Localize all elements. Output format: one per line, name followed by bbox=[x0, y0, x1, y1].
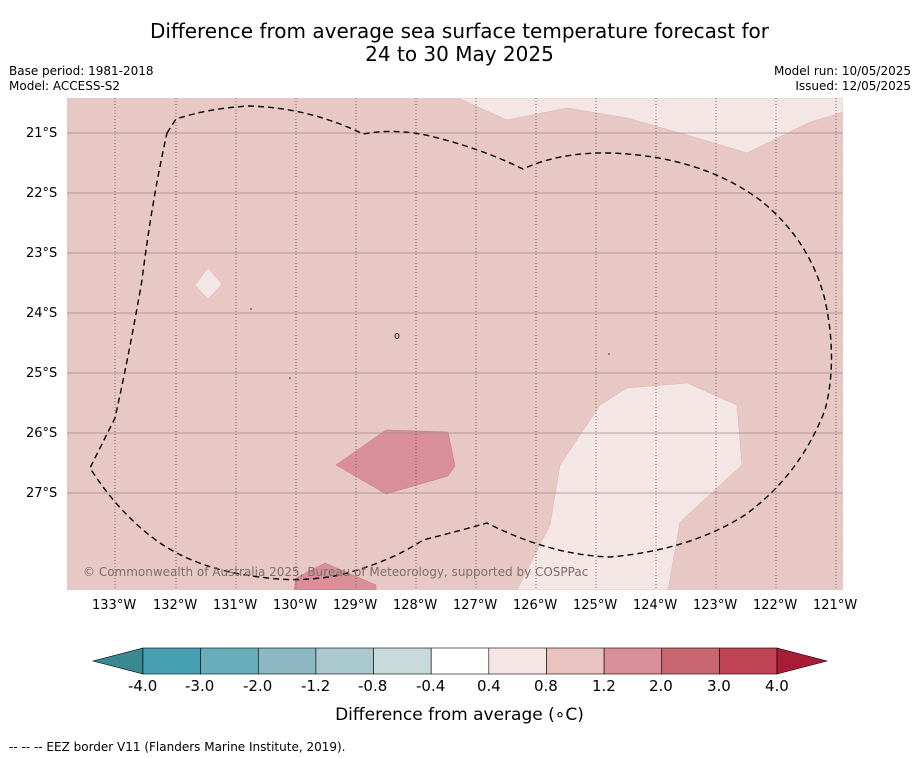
colorbar-segment bbox=[315, 647, 374, 675]
colorbar-tick-label: -0.8 bbox=[358, 677, 388, 695]
anomaly-region-light-bottom bbox=[516, 382, 743, 590]
colorbar-title: Difference from average (∘C) bbox=[335, 705, 584, 725]
colorbar-segment bbox=[488, 647, 547, 675]
colorbar-segment bbox=[719, 647, 778, 675]
lat-label: 21°S bbox=[26, 126, 58, 141]
colorbar-tick-label: -2.0 bbox=[243, 677, 273, 695]
colorbar bbox=[91, 647, 829, 675]
lon-label: 131°W bbox=[213, 598, 258, 613]
island-marker bbox=[250, 308, 252, 310]
lon-label: 122°W bbox=[753, 598, 798, 613]
lon-label: 125°W bbox=[573, 598, 618, 613]
lon-label: 121°W bbox=[813, 598, 858, 613]
lon-label: 126°W bbox=[513, 598, 558, 613]
map-background bbox=[67, 98, 843, 590]
colorbar-tick-label: 1.2 bbox=[592, 677, 616, 695]
anomaly-region-warm bbox=[335, 429, 456, 495]
lat-label: 24°S bbox=[26, 306, 58, 321]
island-marker bbox=[289, 377, 291, 379]
colorbar-segment bbox=[603, 647, 663, 675]
model-text: Model: ACCESS-S2 bbox=[9, 79, 121, 93]
colorbar-segment bbox=[661, 647, 720, 675]
lon-label: 127°W bbox=[453, 598, 498, 613]
issued-text: Issued: 12/05/2025 bbox=[795, 79, 911, 93]
lat-label: 22°S bbox=[26, 186, 58, 201]
colorbar-segment bbox=[373, 647, 432, 675]
map-title-line2: 24 to 30 May 2025 bbox=[365, 42, 554, 66]
lat-label: 27°S bbox=[26, 486, 58, 501]
anomaly-region-light-small bbox=[194, 267, 223, 300]
colorbar-arrow-high bbox=[776, 647, 829, 675]
lon-label: 129°W bbox=[333, 598, 378, 613]
colorbar-tick-label: 2.0 bbox=[649, 677, 673, 695]
colorbar-segment bbox=[257, 647, 317, 675]
colorbar-tick-label: 3.0 bbox=[707, 677, 731, 695]
colorbar-segment bbox=[142, 647, 201, 675]
lon-label: 132°W bbox=[153, 598, 198, 613]
colorbar-tick-label: 4.0 bbox=[765, 677, 789, 695]
lon-label: 128°W bbox=[393, 598, 438, 613]
lon-label: 124°W bbox=[633, 598, 678, 613]
eez-legend: -- -- -- EEZ border V11 (Flanders Marine… bbox=[9, 740, 346, 754]
longitude-gridlines bbox=[114, 98, 837, 590]
island-marker bbox=[394, 333, 400, 339]
colorbar-arrow-low bbox=[91, 647, 144, 675]
copyright-notice: © Commonwealth of Australia 2025, Bureau… bbox=[83, 565, 589, 579]
island-marker bbox=[608, 353, 610, 355]
lon-label: 133°W bbox=[92, 598, 137, 613]
colorbar-segment bbox=[200, 647, 259, 675]
lat-label: 23°S bbox=[26, 246, 58, 261]
model-run-text: Model run: 10/05/2025 bbox=[773, 64, 911, 78]
lon-label: 130°W bbox=[273, 598, 318, 613]
colorbar-tick-label: -0.4 bbox=[416, 677, 446, 695]
lon-label: 123°W bbox=[693, 598, 738, 613]
lat-label: 26°S bbox=[26, 426, 58, 441]
colorbar-tick-label: -4.0 bbox=[128, 677, 158, 695]
colorbar-segment bbox=[430, 647, 490, 675]
colorbar-tick-label: 0.8 bbox=[534, 677, 558, 695]
lat-label: 25°S bbox=[26, 366, 58, 381]
map-title-line1: Difference from average sea surface temp… bbox=[149, 19, 769, 43]
eez-border bbox=[89, 105, 833, 581]
colorbar-segment bbox=[546, 647, 605, 675]
colorbar-tick-label: -1.2 bbox=[301, 677, 331, 695]
anomaly-region-light-top bbox=[457, 98, 843, 154]
colorbar-tick-label: 0.4 bbox=[477, 677, 501, 695]
latitude-gridlines bbox=[67, 132, 843, 494]
colorbar-tick-label: -3.0 bbox=[185, 677, 215, 695]
base-period-text: Base period: 1981-2018 bbox=[9, 64, 154, 78]
